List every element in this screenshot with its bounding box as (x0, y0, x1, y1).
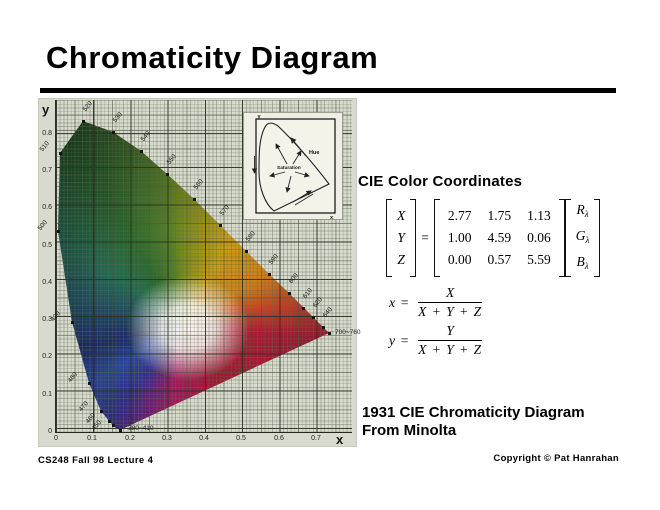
bracket (594, 199, 601, 277)
inset-saturation-label: Saturation (277, 165, 301, 171)
wavelength-dot (88, 382, 91, 385)
bracket (558, 199, 565, 277)
wavelength-dot (312, 316, 315, 319)
x-tick: 0.2 (125, 435, 135, 442)
wavelength-dot (328, 332, 331, 335)
y-tick: 0 (48, 428, 52, 435)
wavelength-dot (288, 292, 291, 295)
wavelength-label: 700~760 (335, 329, 361, 336)
transform-matrix: 2.77 1.75 1.13 1.00 4.59 0.06 0.00 0.57 … (447, 208, 551, 267)
section-heading: CIE Color Coordinates (358, 173, 523, 190)
wavelength-label: 380~410 (128, 425, 154, 432)
hue-saturation-inset: Hue Saturation y x (243, 112, 343, 220)
wavelength-dot (193, 198, 196, 201)
y-tick: 0.1 (42, 391, 52, 398)
inset-frame (255, 118, 336, 214)
wavelength-dot (119, 429, 122, 432)
inset-x-label: x (330, 215, 334, 220)
wavelength-dot (268, 273, 271, 276)
title-rule (40, 88, 616, 93)
x-tick: 0.6 (274, 435, 284, 442)
y-tick: 0.2 (42, 353, 52, 360)
wavelength-dot (245, 250, 248, 253)
x-tick: 0.5 (236, 435, 246, 442)
wavelength-dot (322, 326, 325, 329)
inset-y-label: y (258, 114, 262, 120)
y-tick: 0.5 (42, 242, 52, 249)
equals-sign: = (421, 230, 429, 245)
bracket (564, 199, 571, 277)
wavelength-dot (166, 173, 169, 176)
x-tick: 0.7 (311, 435, 321, 442)
x-chromaticity-equation: x = X X + Y + Z (389, 285, 483, 319)
y-tick: 0.8 (42, 130, 52, 137)
y-tick: 0.6 (42, 204, 52, 211)
wavelength-dot (100, 410, 103, 413)
fraction: X X + Y + Z (418, 285, 483, 319)
page-title: Chromaticity Diagram (46, 40, 379, 75)
wavelength-dot (140, 150, 143, 153)
hue-arrow (290, 137, 307, 157)
chromaticity-diagram-figure: y x 0.8 0.7 0.6 0.5 0.4 0.3 0.2 0.1 0 0 … (36, 98, 361, 447)
bracket (386, 199, 392, 277)
cie-matrix-equation: X Y Z = 2.77 1.75 1.13 1.00 4.59 0.06 0.… (386, 199, 601, 277)
x-tick: 0 (54, 435, 58, 442)
purple-line-arrow (292, 190, 312, 203)
wavelength-dot (112, 424, 115, 427)
y-tick: 0.4 (42, 279, 52, 286)
y-chromaticity-equation: y = Y X + Y + Z (389, 323, 483, 357)
caption-line2: From Minolta (362, 421, 457, 439)
footer-course-label: CS248 Fall 98 Lecture 4 (38, 455, 154, 466)
bracket (433, 199, 440, 277)
purple-line-arrow (294, 193, 314, 206)
rgb-vector: Rλ Gλ Bλ (575, 202, 590, 271)
wavelength-dot (302, 307, 305, 310)
wavelength-dot (57, 230, 60, 233)
x-axis-label: x (336, 432, 344, 447)
wavelength-dot (71, 321, 74, 324)
wavelength-dot (82, 120, 85, 123)
y-tick: 0.7 (42, 167, 52, 174)
wavelength-dot (59, 152, 62, 155)
fraction: Y X + Y + Z (418, 323, 483, 357)
bracket (410, 199, 417, 277)
wavelength-label: 510 (38, 140, 51, 153)
y-tick: 0.3 (42, 316, 52, 323)
x-tick: 0.3 (162, 435, 172, 442)
x-tick: 0.1 (87, 435, 97, 442)
y-axis-label: y (42, 102, 50, 117)
inset-hue-label: Hue (309, 150, 319, 156)
footer-copyright: Copyright © Pat Hanrahan (493, 453, 619, 464)
xyz-vector: X Y Z (397, 208, 406, 267)
wavelength-dot (112, 131, 115, 134)
wavelength-label: 500 (36, 219, 49, 232)
wavelength-dot (219, 224, 222, 227)
x-tick: 0.4 (199, 435, 209, 442)
wavelength-dot (108, 420, 111, 423)
saturation-arrows (269, 143, 310, 193)
figure-caption: 1931 CIE Chromaticity Diagram From Minol… (362, 404, 585, 439)
caption-line1: 1931 CIE Chromaticity Diagram (362, 404, 585, 421)
